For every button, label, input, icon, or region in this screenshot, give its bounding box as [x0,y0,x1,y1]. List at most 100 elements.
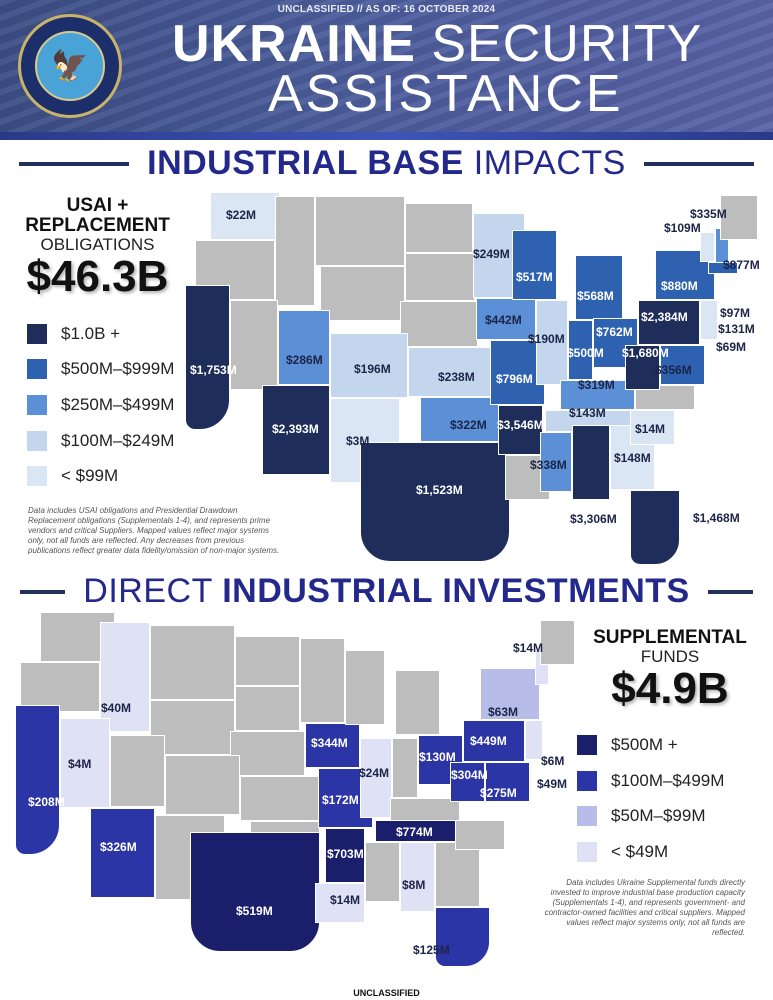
state-nj [700,300,718,340]
state-co [165,755,240,815]
value-label-ar: $3,546M [497,418,544,432]
state-ma [708,262,738,274]
total-line1: SUPPLEMENTAL [593,627,747,648]
state-mn [300,638,345,723]
state-ia [305,723,360,768]
state-la [315,883,365,923]
value-label-il: $24M [359,766,390,780]
state-mt [315,196,405,266]
state-oh [593,318,638,368]
state-or [20,662,100,712]
section-title-light: IMPACTS [473,144,626,182]
state-va [485,762,530,802]
state-ks [240,776,320,821]
supplemental-total-block: SUPPLEMENTAL FUNDS $4.9B [590,628,750,712]
state-il [536,300,568,385]
legend-item: $100M–$499M [577,771,724,791]
value-label-md: $49M [537,777,568,791]
state-sd [405,253,475,301]
state-pa [638,300,700,345]
value-label-mi: $568M [577,289,614,303]
value-label-ks: $238M [438,370,475,384]
value-label-pa: $449M [470,734,507,748]
state-tx [360,442,510,562]
value-label-il: $190M [528,332,565,346]
state-nd [405,203,473,253]
value-label-va: $275M [480,786,517,800]
state-ga [435,842,480,907]
state-ky [560,380,635,410]
state-wa [210,192,280,240]
page-title-line2: ASSISTANCE [268,65,624,123]
state-il [360,738,392,818]
state-me [720,195,758,240]
value-label-al: $3,306M [570,512,617,526]
state-ar [325,828,365,883]
legend-item: < $99M [27,466,118,486]
value-label-vt: $109M [664,221,701,235]
state-fl [630,490,680,565]
state-me [540,620,575,665]
legend-swatch [27,359,47,379]
state-sd [235,686,300,731]
state-ks [408,347,493,397]
state-va [660,345,705,385]
state-wi [345,650,385,725]
state-ca [185,285,230,430]
legend-swatch [577,735,597,755]
state-co [330,333,408,398]
legend-item: < $49M [577,842,668,862]
total-line2: FUNDS [640,647,700,666]
value-label-nm: $3M [346,434,370,448]
legend-item: $500M–$999M [27,359,174,379]
value-label-ia: $442M [485,313,522,327]
value-label-wv: $304M [451,768,488,782]
total-line3: OBLIGATIONS [40,235,155,254]
value-label-fl: $125M [413,943,450,957]
state-al [400,842,435,912]
divider [643,161,754,166]
state-mi [395,670,440,735]
value-label-mn: $249M [473,247,510,261]
value-label-ms: $338M [530,458,567,472]
state-mo [490,340,545,405]
state-mi [575,255,623,320]
value-label-mo: $796M [496,372,533,386]
legend-swatch [27,324,47,344]
value-label-co: $196M [354,362,391,376]
divider [707,589,753,594]
value-label-tx: $1,523M [416,483,463,497]
state-mt [150,625,235,700]
page-title-line1: UKRAINE SECURITY [172,18,702,70]
total-line2: REPLACEMENT [25,215,170,236]
footer-classification: UNCLASSIFIED [353,988,420,998]
value-label-ky: $319M [578,378,615,392]
state-ar [498,405,543,455]
state-ms [540,432,572,492]
value-label-ca: $208M [28,795,65,809]
state-in [392,738,418,798]
value-label-sc: $14M [635,422,666,436]
divider [19,161,130,166]
total-value: $4.9B [611,664,729,713]
state-id [275,196,315,306]
state-tx [190,832,320,952]
legend-item: $50M–$99M [577,806,706,826]
state-ia [476,298,536,340]
state-nv [60,718,110,808]
value-label-ny: $63M [488,705,519,719]
value-label-nj: $131M [718,322,755,336]
value-label-nh: $335M [690,207,727,221]
value-label-oh: $130M [419,750,456,764]
state-ca [15,705,60,855]
total-value: $46.3B [26,252,169,301]
section-title-bold: INDUSTRIAL INVESTMENTS [222,572,690,610]
value-label-tn: $774M [396,825,433,839]
state-id [100,622,150,732]
value-label-ia: $344M [311,736,348,750]
state-vt [700,232,715,262]
legend-item: $500M + [577,735,678,755]
value-label-fl: $1,468M [693,511,740,525]
section-title-light: DIRECT [83,572,213,610]
value-label-tx: $519M [236,904,273,918]
